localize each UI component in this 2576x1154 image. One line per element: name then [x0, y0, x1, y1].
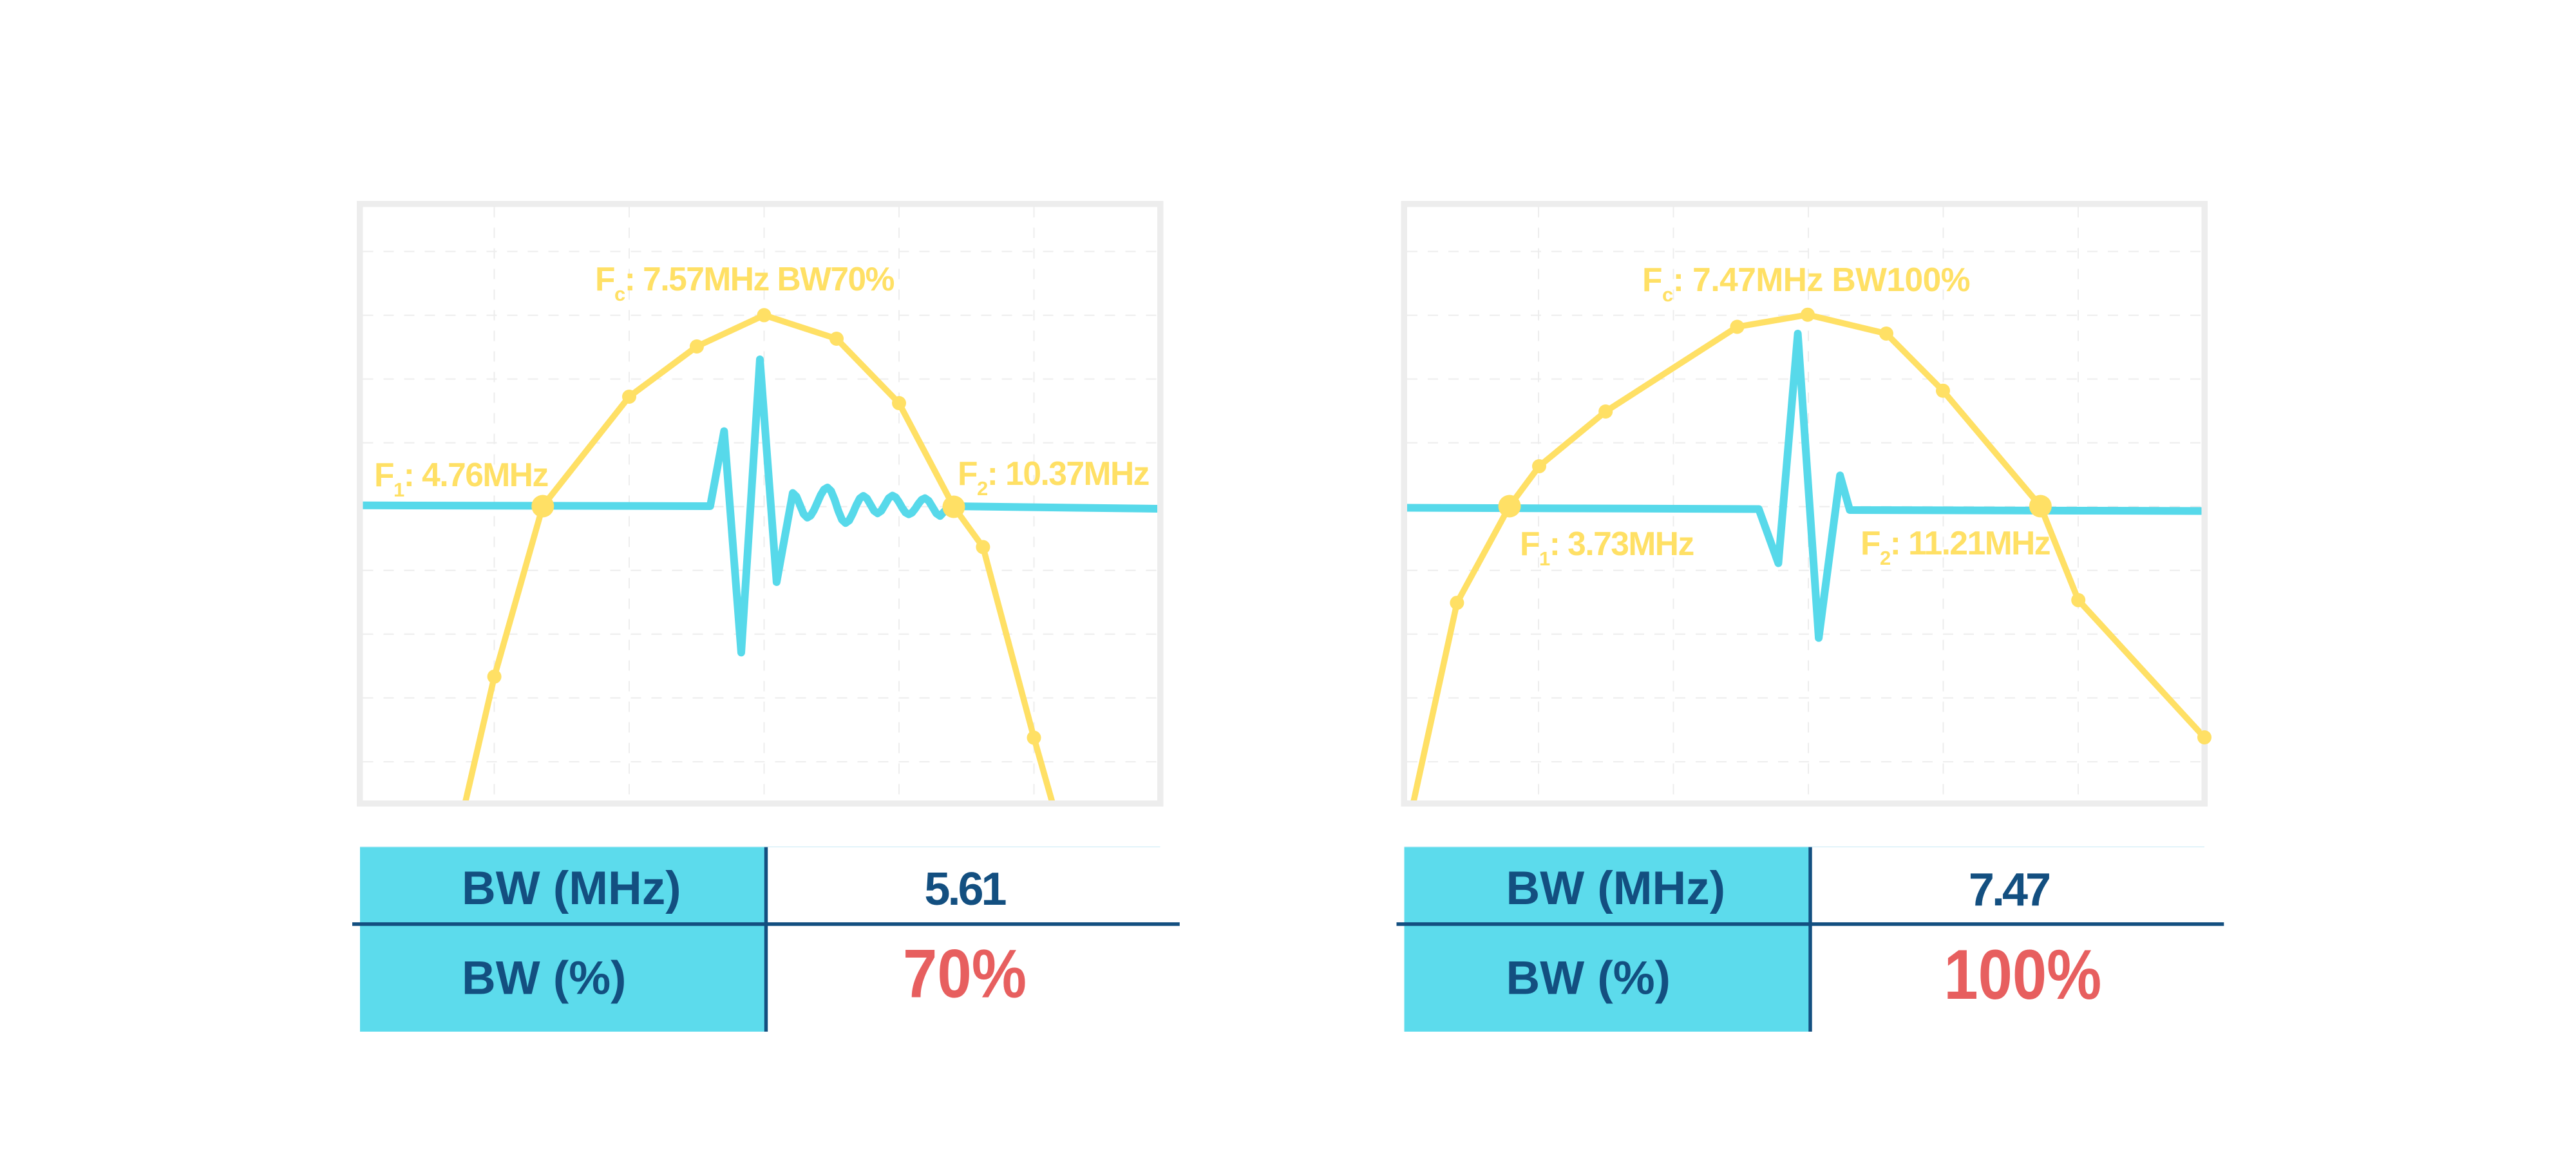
svg-text:100%: 100% [1944, 935, 2101, 1014]
svg-text:70%: 70% [903, 935, 1027, 1012]
svg-text:BW (MHz): BW (MHz) [1506, 862, 1726, 914]
svg-text:5.61: 5.61 [924, 864, 1006, 915]
svg-text:7.47: 7.47 [1969, 864, 2049, 916]
svg-text:BW (%): BW (%) [1506, 952, 1671, 1005]
svg-text:BW (MHz): BW (MHz) [462, 862, 681, 914]
svg-text:BW (%): BW (%) [462, 952, 626, 1005]
